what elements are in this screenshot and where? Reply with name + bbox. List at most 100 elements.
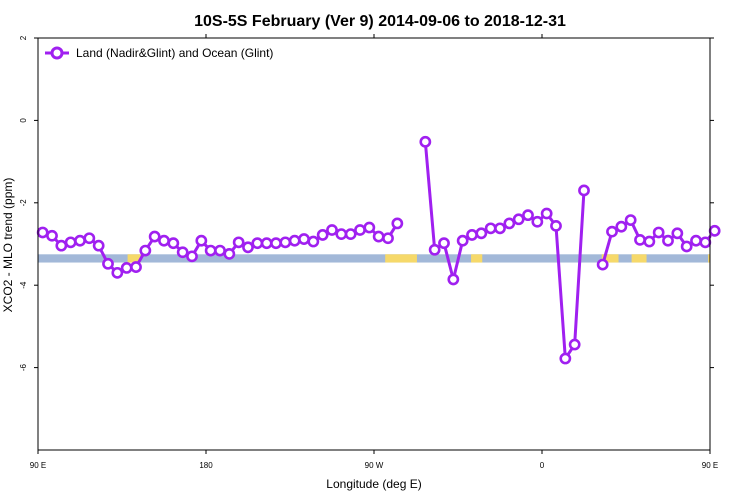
plot-frame xyxy=(37,37,711,451)
series-segment xyxy=(451,239,465,281)
data-point xyxy=(438,237,450,250)
data-point xyxy=(615,220,628,233)
data-point xyxy=(307,235,320,248)
data-point xyxy=(55,239,68,252)
data-point xyxy=(214,244,226,257)
data-point xyxy=(662,234,674,247)
land-span xyxy=(471,254,483,263)
data-point xyxy=(298,233,310,245)
data-point xyxy=(428,243,441,256)
data-point xyxy=(568,338,581,351)
x-axis-label: Longitude (deg E) xyxy=(326,477,421,491)
data-point xyxy=(578,184,590,197)
data-point xyxy=(232,236,245,249)
surface-band xyxy=(38,254,710,263)
data-point xyxy=(503,217,516,230)
y-axis-label: XCO2 - MLO trend (ppm) xyxy=(1,178,15,313)
data-point xyxy=(363,221,376,234)
data-point xyxy=(92,239,105,252)
data-point xyxy=(344,228,357,241)
data-point xyxy=(466,229,478,241)
data-point xyxy=(531,215,544,228)
x-tick-label: 180 xyxy=(199,461,213,470)
data-point xyxy=(559,352,572,365)
x-tick-label: 0 xyxy=(540,461,545,470)
data-point xyxy=(690,234,702,247)
data-point xyxy=(456,234,469,247)
data-point xyxy=(522,209,534,222)
series-segment xyxy=(573,188,586,347)
data-point xyxy=(316,229,329,241)
data-point xyxy=(139,244,152,257)
data-point xyxy=(540,207,553,220)
data-point xyxy=(680,240,693,253)
tick-marks xyxy=(34,34,714,454)
land-span xyxy=(601,254,619,263)
data-point xyxy=(36,226,49,239)
data-point xyxy=(643,235,656,248)
data-point xyxy=(204,244,217,257)
data-point xyxy=(74,234,86,247)
data-point xyxy=(46,229,58,242)
data-point xyxy=(596,258,609,271)
series-segment xyxy=(423,140,437,252)
data-point xyxy=(419,135,432,148)
legend-label: Land (Nadir&Glint) and Ocean (Glint) xyxy=(76,46,273,60)
data-point xyxy=(372,230,385,243)
data-point xyxy=(708,224,721,237)
data-point xyxy=(391,217,404,230)
data-point xyxy=(102,257,114,270)
data-point xyxy=(624,214,637,227)
data-point xyxy=(354,224,366,236)
data-point xyxy=(176,246,189,259)
legend-marker xyxy=(50,46,64,60)
x-tick-label: 90 W xyxy=(365,461,384,470)
data-point xyxy=(288,234,301,247)
land-span xyxy=(708,254,710,263)
data-point xyxy=(242,241,254,254)
land-span xyxy=(127,254,141,263)
data-point xyxy=(606,225,618,238)
x-tick-label: 90 E xyxy=(30,461,46,470)
data-point xyxy=(699,236,712,249)
land-span xyxy=(385,254,417,263)
y-tick-label: -6 xyxy=(19,363,28,371)
series-segment xyxy=(442,241,455,281)
data-point xyxy=(634,233,646,246)
data-point xyxy=(550,219,562,232)
x-tick-label: 90 E xyxy=(702,461,718,470)
series-segment xyxy=(554,224,567,361)
y-tick-label: 2 xyxy=(19,35,28,40)
x-tick-labels: 90 E 180 90 W 0 90 E xyxy=(30,461,718,470)
data-point xyxy=(195,234,208,247)
data-point xyxy=(512,213,525,226)
ocean-band xyxy=(38,254,710,263)
data-point xyxy=(167,237,180,250)
data-point xyxy=(120,261,133,274)
data-point xyxy=(671,227,684,240)
data-point xyxy=(148,230,161,243)
data-point xyxy=(326,224,338,236)
data-point xyxy=(279,236,292,249)
land-span xyxy=(631,254,647,263)
data-point xyxy=(475,227,488,240)
y-tick-label: 0 xyxy=(19,118,28,123)
chart-title: 10S-5S February (Ver 9) 2014-09-06 to 20… xyxy=(194,13,566,30)
y-tick-label: -4 xyxy=(19,281,28,289)
data-point xyxy=(186,250,198,263)
y-tick-labels: 2 0 -2 -4 -6 xyxy=(19,35,28,371)
data-point xyxy=(111,266,124,279)
data-point xyxy=(130,261,142,273)
data-point xyxy=(158,234,170,247)
data-point xyxy=(484,222,497,235)
data-point xyxy=(447,273,460,286)
series-points xyxy=(36,135,721,365)
data-point xyxy=(251,237,264,250)
data-point xyxy=(382,232,394,245)
data-point xyxy=(494,222,506,235)
data-point xyxy=(652,226,665,239)
data-point xyxy=(260,237,273,250)
data-point xyxy=(223,247,236,260)
data-point xyxy=(270,237,282,250)
